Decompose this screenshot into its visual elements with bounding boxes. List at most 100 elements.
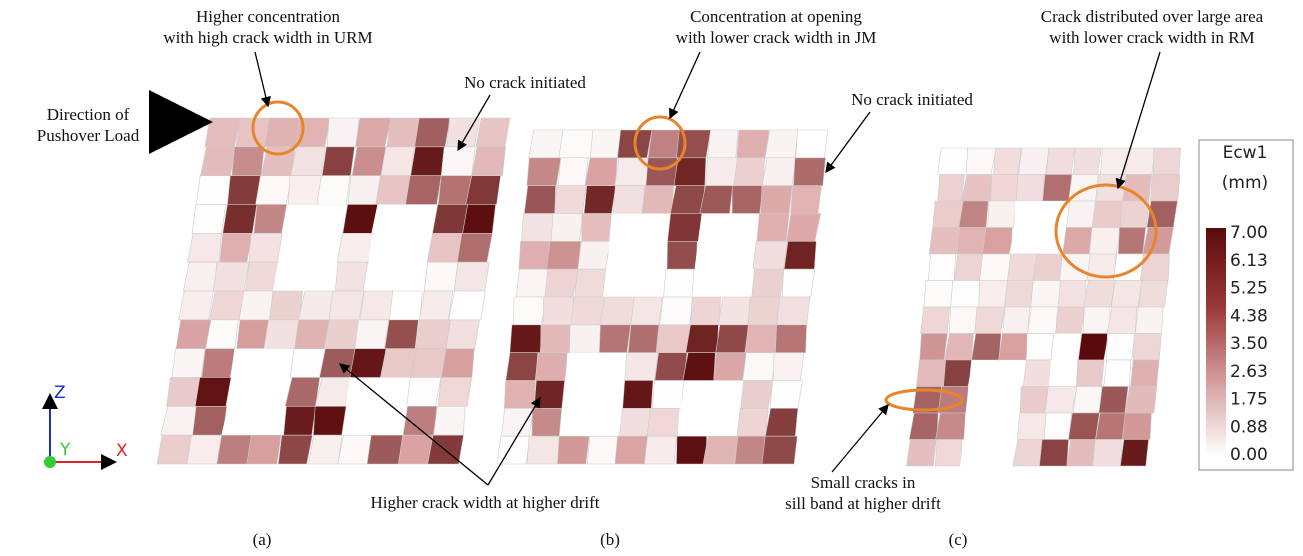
mesh-cell — [221, 406, 257, 435]
label: 0.88 — [1230, 417, 1268, 437]
mesh-cell — [497, 436, 530, 464]
axes-triad — [44, 395, 115, 468]
mesh-cell — [590, 130, 620, 158]
mesh-cell — [1125, 387, 1157, 414]
mesh-cell — [796, 130, 828, 158]
mesh-cell — [1089, 228, 1120, 255]
mesh-cell — [1009, 228, 1039, 255]
mesh-cell — [698, 214, 732, 242]
mesh-cell — [449, 291, 486, 320]
mesh-cell — [534, 381, 564, 409]
label: Direction of — [47, 105, 130, 124]
mesh-cell — [187, 233, 221, 262]
mesh-cell — [434, 406, 465, 435]
mesh-cell — [615, 436, 650, 464]
mesh-cell — [741, 381, 774, 409]
mesh-cell — [951, 281, 982, 308]
mesh-cell — [979, 281, 1009, 308]
mesh-cell — [407, 378, 441, 407]
meshes — [157, 118, 1181, 466]
mesh-cell — [394, 262, 429, 291]
mesh-cell — [543, 297, 574, 325]
mesh-cell — [1020, 387, 1047, 414]
mesh-cell — [172, 349, 205, 378]
mesh-cell — [608, 241, 640, 269]
mesh-cell — [1043, 175, 1072, 202]
mesh-cell — [928, 254, 955, 281]
mesh-cell — [254, 205, 287, 234]
mesh-cell — [385, 320, 419, 349]
mesh-cell — [513, 297, 546, 325]
mesh-cell — [938, 148, 968, 175]
mesh-cell — [419, 291, 453, 320]
mesh-cell — [1078, 334, 1108, 361]
mesh-cell — [424, 262, 458, 291]
mesh-cell — [454, 262, 489, 291]
mesh-cell — [343, 406, 376, 435]
mesh-cell — [631, 297, 662, 325]
mesh-cell — [1063, 228, 1094, 255]
mesh-cell — [283, 205, 319, 234]
mesh-cell — [777, 297, 810, 325]
label: with lower crack width in RM — [1049, 28, 1254, 47]
mesh-cell — [1111, 281, 1142, 308]
mesh-cell — [656, 325, 690, 353]
mesh-cell — [600, 297, 635, 325]
label: (c) — [949, 530, 968, 549]
mesh-cell — [252, 406, 286, 435]
label: sill band at higher drift — [785, 494, 941, 513]
mesh-cell — [441, 349, 474, 378]
mesh-cell — [402, 205, 437, 234]
label: Higher crack width at higher drift — [371, 493, 600, 512]
mesh-cell — [1016, 175, 1044, 202]
mesh-cell — [438, 378, 472, 407]
mesh-cell — [223, 205, 257, 234]
mesh-cell — [1049, 360, 1078, 387]
mesh-cell — [938, 175, 965, 202]
mesh-cell — [969, 360, 998, 387]
mesh-cell — [247, 435, 281, 464]
mesh-cell — [228, 378, 260, 407]
mesh-cell — [256, 176, 293, 205]
mesh-cell — [623, 381, 653, 409]
mesh-cell — [708, 408, 741, 436]
axis-label: Y — [59, 440, 71, 460]
mesh-cell — [1092, 201, 1123, 228]
mesh-cell — [954, 254, 982, 281]
mesh-cell — [734, 158, 765, 186]
mesh-cell — [967, 387, 996, 414]
mesh-cell — [972, 334, 1002, 361]
mesh-cell — [681, 381, 713, 409]
axis-label: X — [116, 441, 128, 461]
mesh-cell — [1017, 413, 1047, 440]
mesh-cell — [762, 436, 797, 464]
mesh-cell — [625, 353, 658, 381]
mesh-cell — [1046, 148, 1074, 175]
mesh-cell — [195, 378, 231, 407]
mesh-cell — [1039, 440, 1068, 467]
mesh-cell — [994, 148, 1022, 175]
mesh-cell — [585, 158, 617, 186]
mesh-cell — [1076, 360, 1104, 387]
mesh-cell — [641, 214, 672, 242]
label: Ecw1 — [1223, 143, 1268, 163]
mesh-cell — [1083, 307, 1110, 334]
mesh-cell — [964, 413, 992, 440]
mesh-cell — [956, 228, 986, 255]
mesh-cell — [1068, 413, 1099, 440]
mesh-cell — [1096, 413, 1127, 440]
mesh-cell — [510, 325, 543, 353]
mesh-cell — [360, 291, 393, 320]
mesh-cell — [737, 130, 769, 158]
mesh-cell — [562, 381, 593, 409]
mesh-cell — [1139, 281, 1168, 308]
mesh-cell — [920, 334, 948, 361]
mesh-cell — [329, 291, 364, 320]
label: No crack initiated — [464, 73, 586, 92]
mesh-cell — [752, 269, 785, 297]
mesh-cell — [364, 262, 399, 291]
mesh-cell — [1093, 440, 1122, 467]
mesh-cell — [557, 436, 589, 464]
mesh-cell — [264, 320, 300, 349]
mesh-cell — [516, 269, 549, 297]
